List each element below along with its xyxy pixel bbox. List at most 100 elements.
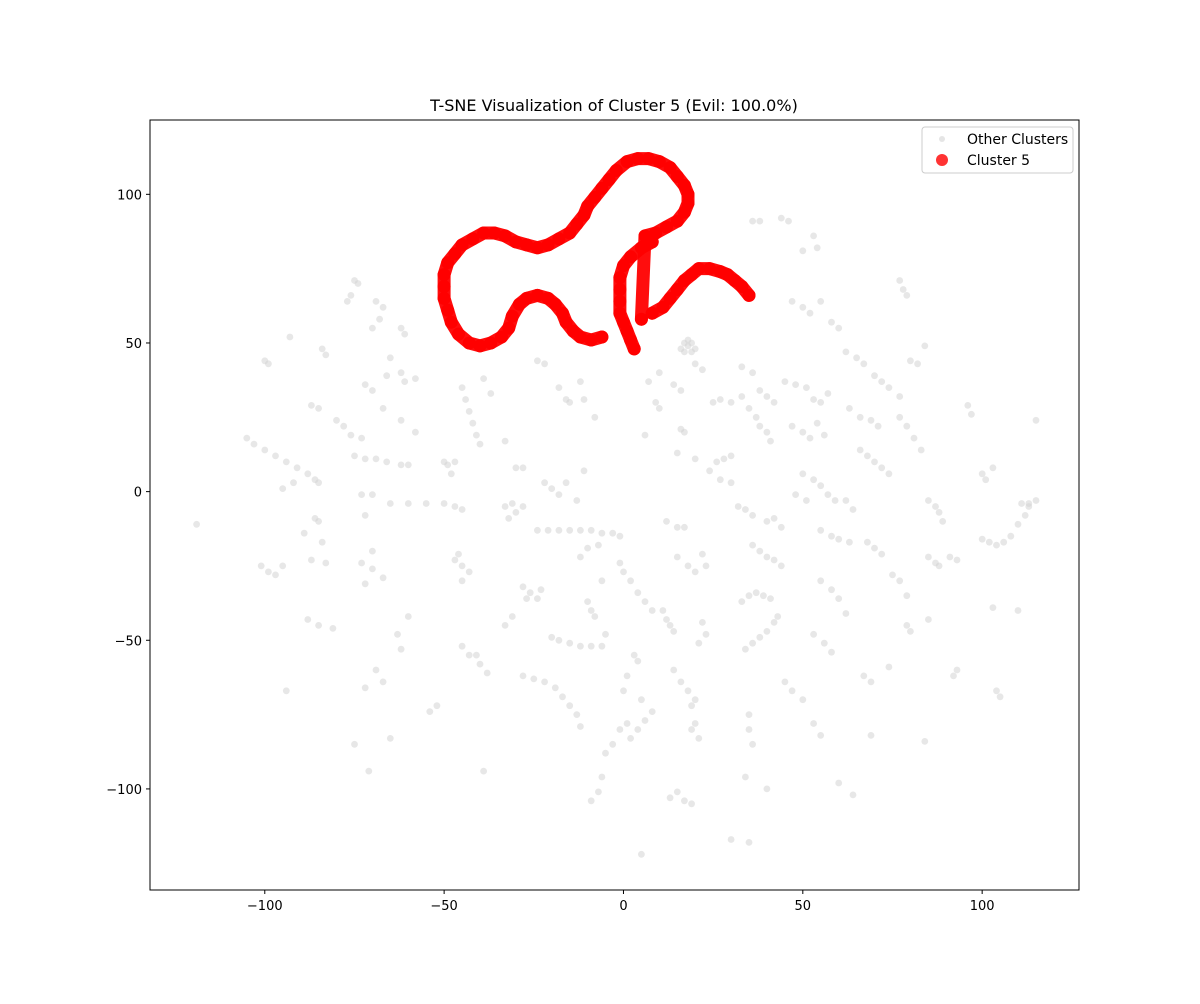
other-cluster-point-284 [745, 711, 753, 718]
other-cluster-point-219 [688, 726, 695, 733]
other-cluster-point-308 [817, 399, 825, 406]
other-cluster-point-186 [630, 651, 638, 659]
other-cluster-point-73 [369, 565, 376, 573]
cluster-5-point-70 [645, 306, 659, 320]
other-cluster-point-370 [921, 738, 929, 745]
other-cluster-point-218 [688, 800, 695, 808]
other-cluster-point-169 [591, 613, 599, 620]
cluster-5-point-60 [670, 170, 684, 183]
other-cluster-point-48 [358, 491, 365, 498]
other-cluster-point-309 [824, 390, 832, 397]
other-cluster-point-399 [985, 538, 993, 546]
other-cluster-point-336 [788, 687, 796, 695]
other-cluster-point-145 [562, 479, 570, 487]
other-cluster-point-197 [645, 378, 652, 385]
other-cluster-point-113 [519, 464, 527, 472]
other-cluster-point-216 [673, 788, 681, 796]
other-cluster-point-379 [903, 422, 911, 430]
cluster-5-point-26 [484, 336, 498, 350]
other-cluster-point-411 [1032, 416, 1040, 424]
other-cluster-point-159 [577, 553, 584, 561]
other-cluster-point-362 [896, 577, 904, 585]
other-cluster-point-100 [473, 651, 480, 659]
other-cluster-point-4 [282, 458, 290, 466]
cluster-5-point-69 [634, 312, 648, 326]
y-tick-label: −100 [106, 783, 142, 798]
other-cluster-point-160 [548, 633, 556, 641]
cluster-5-point-28 [462, 336, 476, 350]
other-cluster-point-307 [810, 396, 817, 403]
cluster-5-point-76 [692, 262, 706, 276]
other-cluster-point-47 [404, 461, 412, 469]
other-cluster-point-341 [849, 791, 857, 799]
other-cluster-point-272 [777, 562, 785, 570]
other-cluster-point-144 [555, 491, 563, 498]
other-cluster-point-342 [842, 348, 850, 356]
other-cluster-point-323 [803, 497, 810, 504]
other-cluster-point-353 [856, 446, 864, 454]
other-cluster-point-147 [580, 467, 588, 475]
other-cluster-point-46 [397, 461, 405, 469]
cluster-5-point-48 [570, 217, 584, 231]
other-cluster-point-222 [659, 607, 667, 614]
other-cluster-point-52 [404, 500, 412, 507]
other-cluster-point-63 [257, 562, 265, 570]
other-cluster-point-14 [340, 422, 348, 430]
other-cluster-point-71 [329, 625, 337, 632]
other-cluster-point-358 [864, 538, 871, 546]
other-cluster-point-232 [681, 348, 688, 356]
cluster-5-point-58 [652, 155, 666, 169]
cluster-5-point-29 [452, 327, 465, 341]
other-cluster-point-253 [752, 413, 760, 421]
legend-marker-cluster-5 [936, 154, 948, 166]
other-cluster-point-132 [573, 711, 581, 718]
other-cluster-point-384 [935, 509, 943, 516]
other-cluster-point-274 [745, 592, 753, 600]
cluster-5-point-34 [437, 268, 451, 282]
other-cluster-point-115 [508, 500, 516, 507]
other-cluster-point-300 [806, 309, 814, 317]
other-cluster-point-91 [447, 470, 455, 478]
other-cluster-point-360 [878, 550, 886, 558]
other-cluster-point-78 [394, 630, 401, 638]
other-cluster-point-361 [889, 571, 896, 579]
other-cluster-point-22 [354, 280, 362, 287]
other-cluster-point-201 [681, 523, 688, 531]
other-cluster-point-153 [587, 526, 595, 534]
other-cluster-point-280 [756, 633, 764, 641]
other-cluster-point-148 [534, 526, 541, 534]
other-cluster-point-114 [501, 503, 509, 510]
other-cluster-point-314 [820, 431, 828, 439]
y-axis: −100 −50 0 50 100 [106, 188, 150, 798]
other-cluster-point-322 [792, 491, 799, 498]
other-cluster-point-75 [361, 580, 369, 588]
other-cluster-point-202 [673, 553, 681, 561]
other-cluster-point-368 [907, 628, 914, 635]
other-cluster-point-277 [767, 595, 774, 602]
other-cluster-point-152 [577, 526, 584, 534]
other-cluster-point-151 [566, 526, 574, 534]
other-cluster-point-94 [465, 568, 473, 576]
cluster-5-point-47 [563, 226, 577, 240]
other-cluster-point-178 [623, 672, 631, 680]
cluster-5-point-73 [670, 283, 684, 296]
other-cluster-point-98 [465, 651, 473, 659]
other-cluster-point-287 [742, 773, 749, 781]
other-cluster-point-313 [813, 419, 821, 427]
cluster-5-point-5 [613, 294, 627, 308]
other-cluster-point-108 [476, 440, 484, 448]
other-cluster-point-389 [946, 553, 954, 561]
other-cluster-point-79 [397, 645, 405, 653]
other-cluster-point-149 [544, 526, 552, 534]
cluster-5-point-38 [466, 232, 480, 246]
other-cluster-point-104 [462, 396, 469, 403]
other-cluster-point-128 [541, 678, 548, 686]
other-cluster-point-32 [397, 369, 405, 377]
other-cluster-point-378 [896, 413, 904, 421]
other-cluster-point-105 [465, 408, 473, 415]
legend-marker-other-clusters [939, 136, 945, 142]
other-cluster-point-410 [1014, 607, 1022, 614]
other-cluster-point-62 [322, 559, 330, 567]
other-cluster-point-367 [903, 622, 911, 629]
other-cluster-point-99 [476, 660, 484, 668]
